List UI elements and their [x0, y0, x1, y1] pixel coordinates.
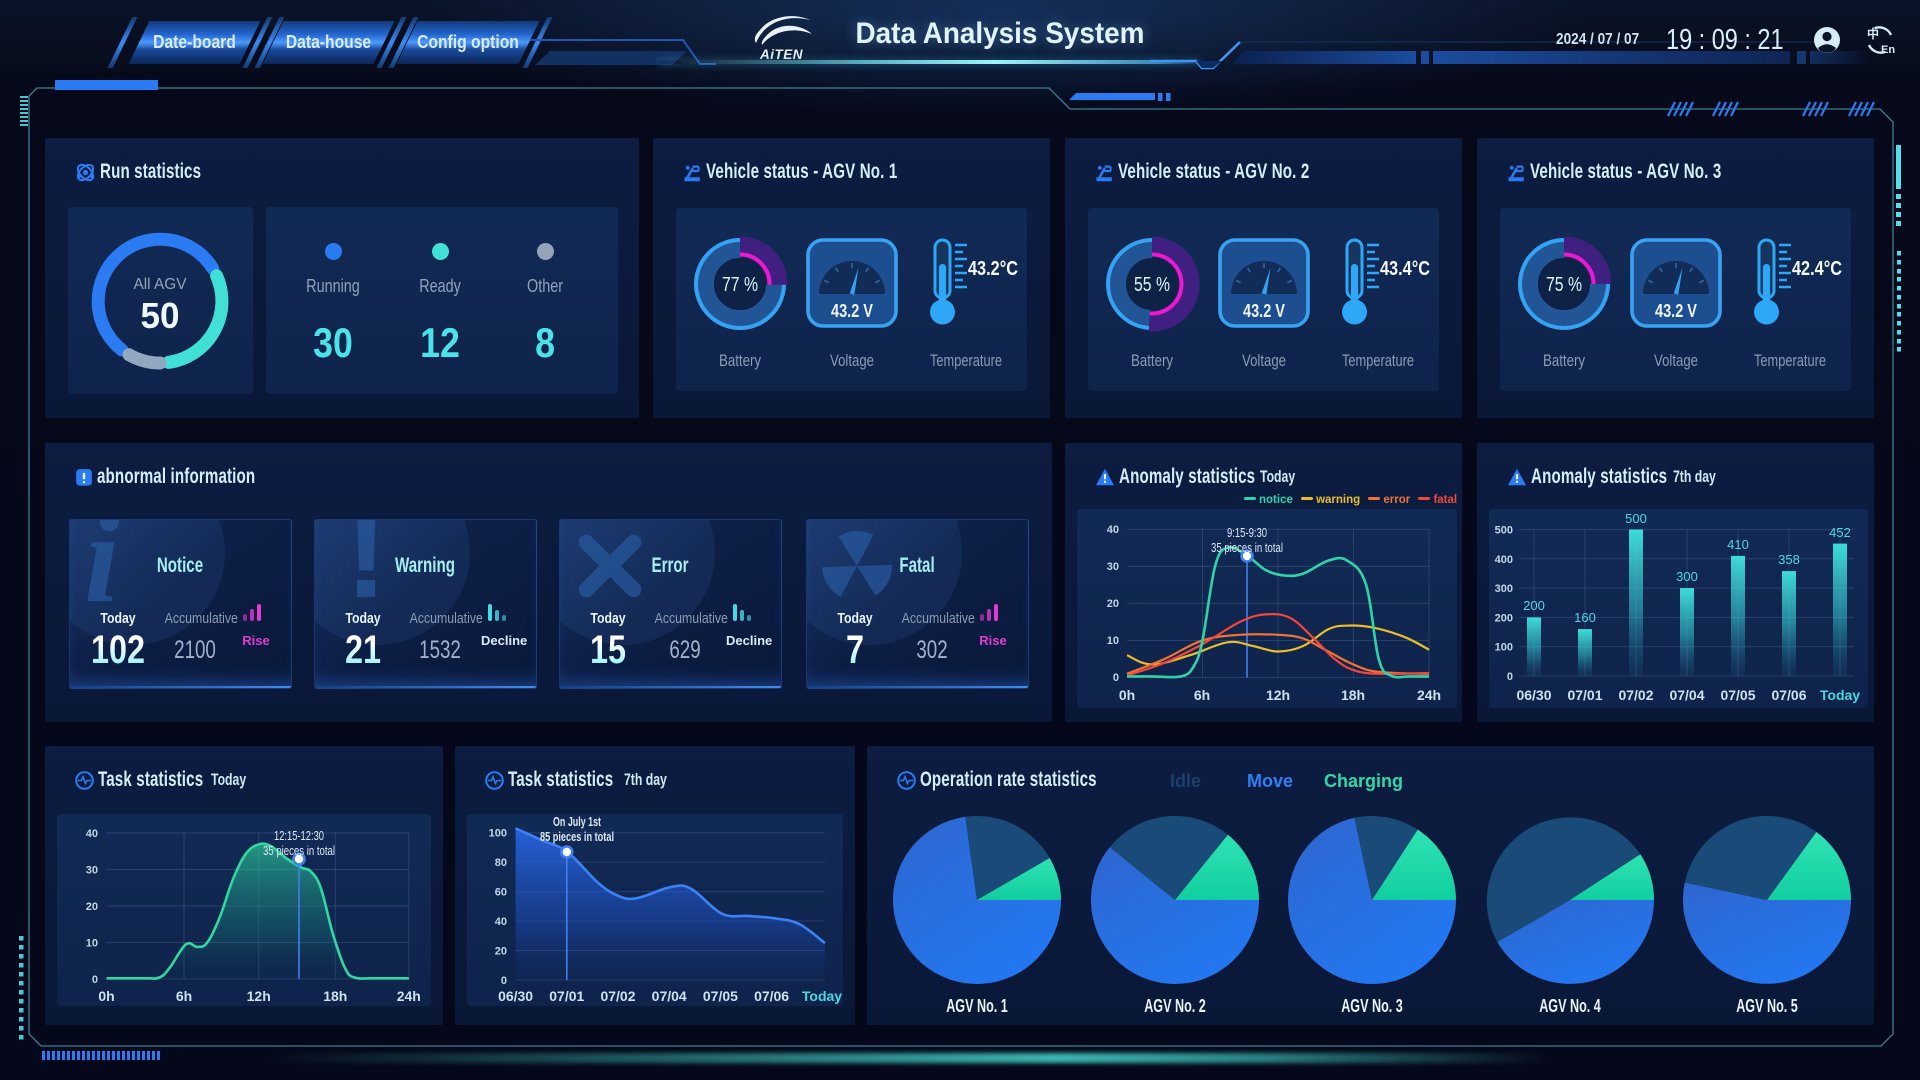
svg-text:12:15-12:30: 12:15-12:30: [274, 828, 324, 843]
svg-text:20: 20: [86, 901, 98, 913]
svg-text:80: 80: [495, 857, 507, 869]
svg-text:0: 0: [92, 974, 98, 986]
svg-text:43.4°C: 43.4°C: [1380, 258, 1430, 280]
svg-text:20: 20: [495, 946, 507, 958]
svg-text:07/05: 07/05: [703, 988, 738, 1004]
svg-text:77 %: 77 %: [722, 274, 758, 296]
svg-text:07/04: 07/04: [652, 988, 687, 1004]
svg-text:07/05: 07/05: [1720, 687, 1755, 703]
svg-text:12h: 12h: [247, 988, 271, 1004]
svg-text:43.2 V: 43.2 V: [1655, 301, 1697, 321]
svg-text:10: 10: [86, 938, 98, 950]
svg-text:100: 100: [1495, 642, 1513, 654]
svg-text:20: 20: [1107, 598, 1119, 610]
svg-text:AiTEN: AiTEN: [759, 47, 803, 62]
svg-text:07/01: 07/01: [549, 988, 584, 1004]
svg-text:43.2°C: 43.2°C: [968, 258, 1018, 280]
svg-text:6h: 6h: [176, 988, 192, 1004]
svg-text:50: 50: [141, 295, 180, 336]
svg-text:0: 0: [501, 975, 507, 987]
svg-text:0: 0: [1113, 672, 1119, 684]
svg-text:07/04: 07/04: [1669, 687, 1704, 703]
svg-text:40: 40: [495, 916, 507, 928]
svg-text:Voltage: Voltage: [1654, 351, 1698, 370]
svg-text:40: 40: [1107, 524, 1119, 536]
svg-text:10: 10: [1107, 635, 1119, 647]
svg-text:9:15-9:30: 9:15-9:30: [1227, 525, 1267, 540]
svg-text:300: 300: [1676, 569, 1698, 584]
svg-text:500: 500: [1625, 511, 1647, 526]
svg-text:30: 30: [86, 865, 98, 877]
svg-text:300: 300: [1495, 583, 1513, 595]
svg-text:358: 358: [1778, 552, 1800, 567]
svg-text:Temperature: Temperature: [1342, 351, 1414, 370]
svg-text:07/02: 07/02: [600, 988, 635, 1004]
svg-text:24h: 24h: [397, 988, 421, 1004]
svg-text:75 %: 75 %: [1546, 274, 1582, 296]
svg-text:On July 1st: On July 1st: [553, 814, 601, 829]
svg-text:43.2 V: 43.2 V: [831, 301, 873, 321]
svg-text:All AGV: All AGV: [134, 276, 187, 293]
svg-text:Battery: Battery: [719, 351, 761, 370]
svg-text:6h: 6h: [1194, 687, 1210, 703]
svg-text:0h: 0h: [98, 988, 114, 1004]
svg-text:30: 30: [1107, 561, 1119, 573]
svg-text:500: 500: [1495, 525, 1513, 537]
svg-text:200: 200: [1495, 612, 1513, 624]
svg-text:400: 400: [1495, 554, 1513, 566]
svg-text:55 %: 55 %: [1134, 274, 1170, 296]
svg-text:07/01: 07/01: [1567, 687, 1602, 703]
svg-text:18h: 18h: [1341, 687, 1365, 703]
svg-text:Battery: Battery: [1543, 351, 1585, 370]
svg-text:中: 中: [1867, 26, 1879, 41]
svg-text:06/30: 06/30: [498, 988, 533, 1004]
svg-text:40: 40: [86, 828, 98, 840]
svg-text:43.2 V: 43.2 V: [1243, 301, 1285, 321]
svg-text:07/02: 07/02: [1618, 687, 1653, 703]
svg-text:07/06: 07/06: [754, 988, 789, 1004]
svg-text:07/06: 07/06: [1771, 687, 1806, 703]
svg-text:85 pieces in total: 85 pieces in total: [540, 829, 614, 844]
svg-text:42.4°C: 42.4°C: [1792, 258, 1842, 280]
svg-text:410: 410: [1727, 537, 1749, 552]
svg-text:06/30: 06/30: [1516, 687, 1551, 703]
svg-text:100: 100: [489, 828, 507, 840]
svg-text:0: 0: [1507, 671, 1513, 683]
svg-text:0h: 0h: [1119, 687, 1135, 703]
svg-text:452: 452: [1829, 525, 1851, 540]
svg-text:160: 160: [1574, 610, 1596, 625]
svg-text:Voltage: Voltage: [1242, 351, 1286, 370]
svg-text:60: 60: [495, 887, 507, 899]
svg-text:Battery: Battery: [1131, 351, 1173, 370]
svg-text:Temperature: Temperature: [1754, 351, 1826, 370]
svg-text:200: 200: [1523, 598, 1545, 613]
svg-text:Temperature: Temperature: [930, 351, 1002, 370]
svg-text:35 pieces in total: 35 pieces in total: [263, 843, 335, 858]
svg-text:24h: 24h: [1417, 687, 1441, 703]
svg-text:35 pieces in total: 35 pieces in total: [1211, 540, 1283, 555]
svg-text:12h: 12h: [1266, 687, 1290, 703]
svg-text:Today: Today: [1820, 687, 1860, 703]
svg-text:En: En: [1881, 44, 1895, 56]
svg-text:18h: 18h: [323, 988, 347, 1004]
svg-text:Today: Today: [802, 988, 842, 1004]
svg-text:Voltage: Voltage: [830, 351, 874, 370]
